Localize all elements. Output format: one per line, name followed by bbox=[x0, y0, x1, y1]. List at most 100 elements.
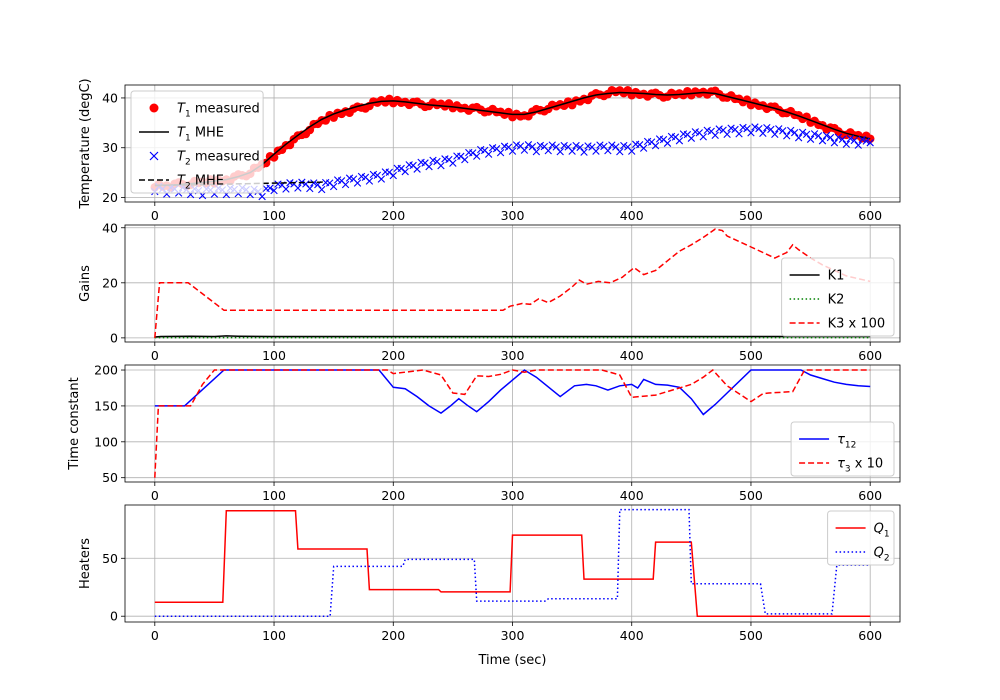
data-point bbox=[270, 186, 278, 195]
legend-label-rest: MHE bbox=[191, 126, 224, 141]
data-point bbox=[568, 147, 576, 155]
x-tick-label: 500 bbox=[739, 348, 763, 363]
data-point bbox=[806, 135, 815, 143]
data-point bbox=[814, 132, 823, 140]
legend-label-main: T bbox=[177, 126, 186, 141]
x-tick-label: 0 bbox=[151, 208, 159, 223]
data-point bbox=[866, 139, 874, 147]
x-tick-label: 300 bbox=[501, 628, 525, 643]
data-point bbox=[751, 123, 759, 131]
data-point bbox=[639, 144, 648, 152]
data-point bbox=[767, 125, 775, 134]
legend-label-sub: 1 bbox=[185, 110, 191, 120]
data-point bbox=[794, 134, 803, 142]
data-point bbox=[282, 185, 290, 193]
data-point bbox=[775, 125, 783, 133]
y-tick-label: 0 bbox=[110, 330, 118, 345]
data-point bbox=[834, 133, 843, 141]
data-point bbox=[858, 135, 866, 144]
x-tick-label: 0 bbox=[151, 628, 159, 643]
legend: K1 K2 K3 x 100 bbox=[781, 257, 895, 337]
legend-label-main: K3 x 100 bbox=[828, 317, 886, 332]
x-tick-label: 300 bbox=[501, 488, 525, 503]
series-q1 bbox=[154, 510, 871, 617]
data-point bbox=[596, 141, 604, 149]
series-k1 bbox=[154, 335, 871, 338]
legend-label-sub: 2 bbox=[185, 158, 191, 168]
data-point bbox=[258, 192, 266, 201]
legend-label-main: K1 bbox=[828, 269, 845, 284]
data-point bbox=[576, 143, 584, 152]
data-point bbox=[461, 155, 469, 164]
data-point bbox=[838, 135, 847, 143]
data-point bbox=[556, 148, 564, 156]
data-point bbox=[810, 130, 819, 138]
data-point bbox=[580, 148, 588, 156]
data-point bbox=[675, 137, 684, 145]
data-point bbox=[341, 180, 350, 189]
legend-label: K2 bbox=[828, 293, 845, 308]
x-tick-label: 500 bbox=[739, 488, 763, 503]
legend-label-main: K2 bbox=[828, 293, 845, 308]
legend-label-sub: 12 bbox=[845, 441, 856, 451]
legend-box bbox=[781, 257, 895, 337]
legend-label: T1 MHE bbox=[177, 126, 224, 144]
data-point bbox=[294, 184, 302, 192]
data-point bbox=[735, 130, 743, 138]
legend-label: K3 x 100 bbox=[828, 317, 886, 332]
data-point bbox=[425, 162, 433, 171]
y-tick-label: 30 bbox=[102, 140, 118, 155]
temperature-panel: 0 100 200 300 400 500 600 20 30 40 Temperature (de… bbox=[78, 78, 901, 223]
x-tick-label: 200 bbox=[381, 348, 405, 363]
data-point bbox=[747, 129, 755, 137]
data-point bbox=[560, 141, 568, 150]
data-point bbox=[787, 126, 795, 135]
x-tick-label: 0 bbox=[151, 348, 159, 363]
legend-box bbox=[790, 421, 895, 477]
y-tick-label: 50 bbox=[102, 470, 118, 485]
series--3-x-10 bbox=[154, 368, 871, 478]
y-tick-label: 20 bbox=[102, 275, 118, 290]
x-tick-label: 100 bbox=[262, 208, 286, 223]
data-point bbox=[552, 143, 560, 151]
plot-area bbox=[154, 508, 871, 617]
heaters-panel: 0 100 200 300 400 500 600 0 50 Heaters Time (sec) Q… bbox=[78, 504, 901, 668]
data-point bbox=[850, 136, 858, 145]
y-tick-label: 100 bbox=[94, 434, 118, 449]
data-point bbox=[508, 147, 517, 155]
data-point bbox=[663, 139, 672, 147]
y-axis-label: Temperature (degC) bbox=[78, 78, 93, 209]
data-point bbox=[779, 127, 787, 135]
legend-label-main: T bbox=[177, 150, 186, 165]
data-point bbox=[612, 143, 620, 151]
legend-label-main: τ bbox=[837, 433, 845, 448]
data-point bbox=[862, 137, 870, 145]
x-tick-label: 100 bbox=[262, 628, 286, 643]
gains-panel: 0 100 200 300 400 500 600 0 20 40 Gains K1 K2 K3 x 10… bbox=[78, 220, 901, 363]
legend-label-rest: measured bbox=[191, 102, 260, 117]
legend-label: T2 measured bbox=[177, 150, 260, 168]
y-tick-label: 40 bbox=[102, 220, 118, 235]
legend-label-rest: measured bbox=[191, 150, 260, 165]
data-point bbox=[528, 143, 537, 151]
y-axis-label: Time constant bbox=[67, 377, 82, 470]
x-axis-label: Time (sec) bbox=[477, 653, 546, 668]
legend-label: Q1 bbox=[874, 522, 890, 540]
data-point bbox=[687, 134, 696, 142]
data-point bbox=[310, 179, 318, 187]
data-point bbox=[401, 167, 409, 176]
data-point bbox=[771, 130, 779, 138]
data-point bbox=[548, 141, 556, 149]
x-tick-label: 200 bbox=[381, 208, 405, 223]
x-tick-label: 300 bbox=[501, 208, 525, 223]
x-tick-label: 300 bbox=[501, 348, 525, 363]
x-tick-label: 400 bbox=[620, 208, 644, 223]
x-tick-label: 500 bbox=[739, 628, 763, 643]
legend-label-rest: MHE bbox=[191, 174, 224, 189]
data-point bbox=[604, 147, 612, 155]
data-point bbox=[261, 158, 271, 168]
x-tick-label: 600 bbox=[858, 208, 882, 223]
